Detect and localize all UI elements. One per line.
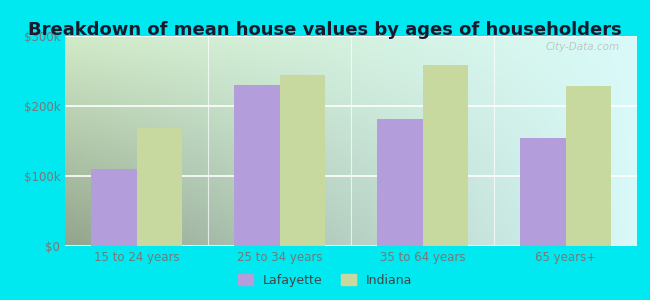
Text: City-Data.com: City-Data.com [546,42,620,52]
Bar [422,65,468,246]
Bar [136,128,182,246]
Bar [377,118,423,246]
Text: Breakdown of mean house values by ages of householders: Breakdown of mean house values by ages o… [28,21,622,39]
Bar [91,169,136,246]
Legend: Lafayette, Indiana: Lafayette, Indiana [234,270,416,291]
Bar [566,86,611,246]
Bar [234,85,280,246]
Bar [520,137,566,246]
Bar [280,74,325,246]
